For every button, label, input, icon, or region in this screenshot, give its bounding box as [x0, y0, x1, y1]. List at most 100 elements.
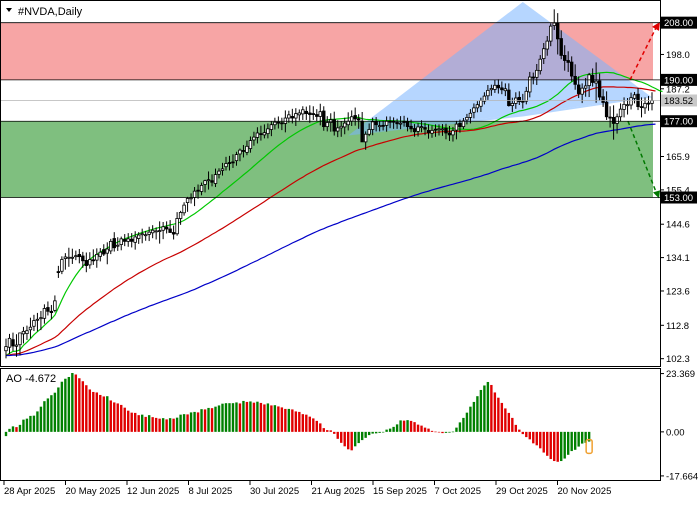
candle-body: [517, 96, 522, 102]
ao-bar: [270, 405, 273, 432]
candle-body: [423, 127, 427, 130]
ao-axis: 23.369 0.00 -17.664: [660, 369, 698, 482]
ao-bar: [399, 420, 402, 432]
candle-body: [98, 251, 102, 257]
ao-bar: [462, 417, 465, 432]
candle: [458, 119, 462, 133]
candle-body: [346, 120, 350, 126]
candle: [217, 168, 221, 179]
candle: [451, 126, 455, 142]
candle-body: [63, 256, 68, 259]
candle: [105, 242, 109, 265]
candle-body: [220, 168, 225, 171]
ao-bar: [556, 431, 559, 462]
ao-bar: [353, 431, 357, 447]
candle-body: [646, 102, 651, 105]
ao-bar: [573, 431, 577, 450]
candle-body: [245, 145, 249, 153]
candle-body: [528, 76, 532, 93]
time-tick-label: 20 Nov 2025: [558, 486, 612, 497]
ao-bar: [175, 417, 179, 432]
candle: [381, 120, 385, 131]
candle-body: [615, 116, 619, 124]
candle: [315, 109, 319, 121]
candle-body: [203, 180, 207, 185]
candle: [454, 120, 459, 140]
candle: [28, 317, 33, 339]
level-price-label: 177.00: [664, 117, 693, 128]
candle: [130, 233, 134, 248]
ao-bar: [46, 398, 50, 432]
ao-bar: [514, 424, 518, 432]
candle-body: [349, 116, 354, 122]
ao-bar: [507, 412, 511, 432]
price-tick-label: 165.9: [666, 152, 690, 163]
candle-body: [521, 100, 525, 103]
candle-body: [447, 132, 452, 136]
candle: [489, 84, 494, 96]
candle: [590, 68, 595, 87]
ao-bar: [74, 374, 78, 432]
candle: [196, 184, 200, 199]
candle: [475, 101, 480, 113]
candle: [150, 225, 155, 239]
ao-bar: [542, 431, 545, 453]
candle: [611, 105, 616, 140]
ao-bar: [189, 412, 193, 432]
candle-body: [402, 121, 406, 123]
candle-body: [332, 119, 336, 132]
ao-bar: [53, 392, 57, 432]
ao-bar: [120, 404, 123, 432]
ao-bar: [252, 402, 256, 432]
candle: [276, 116, 281, 129]
candle-body: [91, 259, 95, 262]
ao-bar: [99, 394, 102, 432]
candle: [517, 91, 522, 106]
candle-body: [60, 259, 64, 272]
ao-bar: [319, 423, 322, 432]
candle: [164, 221, 169, 234]
ao-bar: [60, 381, 64, 432]
candle: [227, 155, 232, 171]
candle-body: [84, 260, 89, 266]
candle-body: [419, 126, 424, 129]
ao-bar: [343, 431, 346, 447]
candle: [231, 154, 235, 168]
candle-body: [604, 101, 609, 118]
ao-bar: [437, 431, 441, 433]
ao-bar: [280, 407, 284, 432]
candle-body: [35, 318, 40, 321]
candle: [426, 124, 431, 139]
candle: [95, 248, 99, 268]
ao-bar: [504, 408, 507, 432]
triangle-lower: [348, 97, 652, 136]
candles: [4, 9, 654, 359]
candle: [123, 234, 127, 247]
candle: [143, 230, 148, 241]
candle-body: [611, 116, 616, 124]
candle-body: [395, 122, 399, 125]
candle: [297, 109, 302, 121]
candle-body: [126, 238, 130, 242]
moving-average-line-2: [5, 86, 656, 357]
price-tick-label: 102.3: [666, 354, 690, 365]
ao-bar: [525, 431, 528, 438]
candle: [60, 256, 64, 275]
ao-bar: [490, 384, 493, 432]
ao-bar: [242, 400, 245, 432]
downside-arrow-line: [627, 120, 658, 195]
candle: [601, 89, 605, 107]
candle-body: [4, 346, 8, 352]
ao-bar: [32, 415, 36, 432]
candle-body: [164, 226, 169, 230]
candle: [136, 232, 141, 244]
candle-body: [192, 190, 197, 198]
dropdown-arrow-icon[interactable]: [6, 8, 12, 12]
candle-body: [367, 129, 371, 135]
ao-bar: [168, 418, 172, 432]
time-tick-label: 7 Oct 2025: [435, 486, 481, 497]
candle: [77, 249, 82, 264]
ao-bar: [154, 417, 158, 432]
candle-body: [468, 112, 473, 118]
